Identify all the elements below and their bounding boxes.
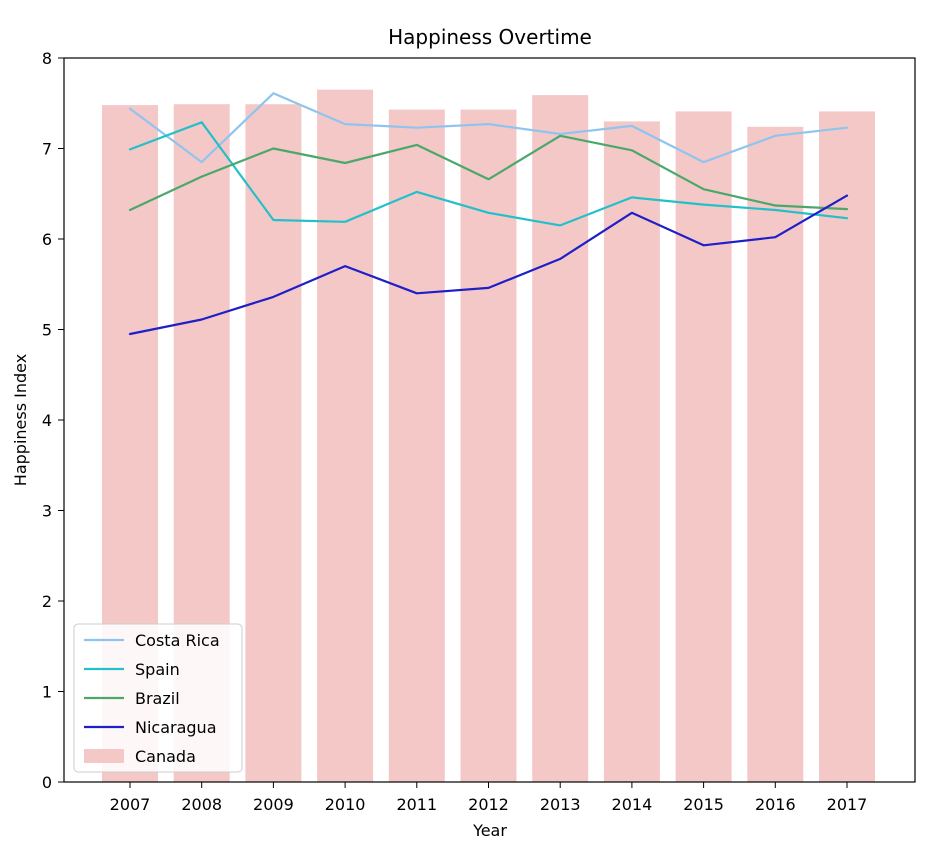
x-tick-label: 2008 [181,795,222,814]
bar-canada-2017 [819,111,875,782]
x-axis-label: Year [472,821,507,840]
line-brazil [128,134,849,212]
line-costa-rica [128,92,849,164]
x-tick-label: 2011 [396,795,437,814]
bar-canada-2013 [532,95,589,783]
x-tick-label: 2013 [540,795,581,814]
legend: Costa Rica Spain Brazil Nicaragua Canada [73,623,243,773]
bar-canada-2009 [245,104,302,782]
y-tick-label: 4 [42,411,52,430]
y-axis-label: Happiness Index [11,354,30,486]
legend-swatch-canada [84,749,124,763]
y-tick-label: 1 [42,683,52,702]
line-spain [128,121,849,227]
bars-layer [102,89,875,783]
bar-canada-2014 [603,121,660,782]
y-tick-label: 0 [42,773,52,792]
legend-label-canada: Canada [135,747,196,766]
y-tick-label: 7 [42,140,52,159]
legend-frame [73,623,243,773]
x-tick-label: 2016 [755,795,796,814]
legend-label-costa-rica: Costa Rica [135,631,220,650]
x-axis: 2007 2008 2009 2010 2011 2012 2013 2014 2015 2016… [110,782,868,814]
x-tick-label: 2017 [827,795,868,814]
line-nicaragua [128,194,849,336]
x-tick-label: 2007 [110,795,151,814]
bar-canada-2010 [317,89,374,782]
legend-label-nicaragua: Nicaragua [135,718,217,737]
y-tick-label: 5 [42,321,52,340]
lines-layer [128,92,849,336]
y-axis: 0 1 2 3 4 5 6 7 8 [42,49,64,792]
chart-title: Happiness Overtime [388,25,592,49]
x-tick-label: 2012 [468,795,509,814]
legend-label-spain: Spain [135,660,180,679]
legend-label-brazil: Brazil [135,689,180,708]
bar-canada-2011 [388,109,445,783]
bar-canada-2012 [460,109,517,783]
x-tick-label: 2015 [683,795,724,814]
y-tick-label: 8 [42,49,52,68]
x-tick-label: 2014 [612,795,653,814]
x-tick-label: 2010 [325,795,366,814]
y-tick-label: 2 [42,592,52,611]
bar-canada-2015 [675,111,732,782]
x-tick-label: 2009 [253,795,294,814]
y-tick-label: 3 [42,502,52,521]
y-tick-label: 6 [42,230,52,249]
